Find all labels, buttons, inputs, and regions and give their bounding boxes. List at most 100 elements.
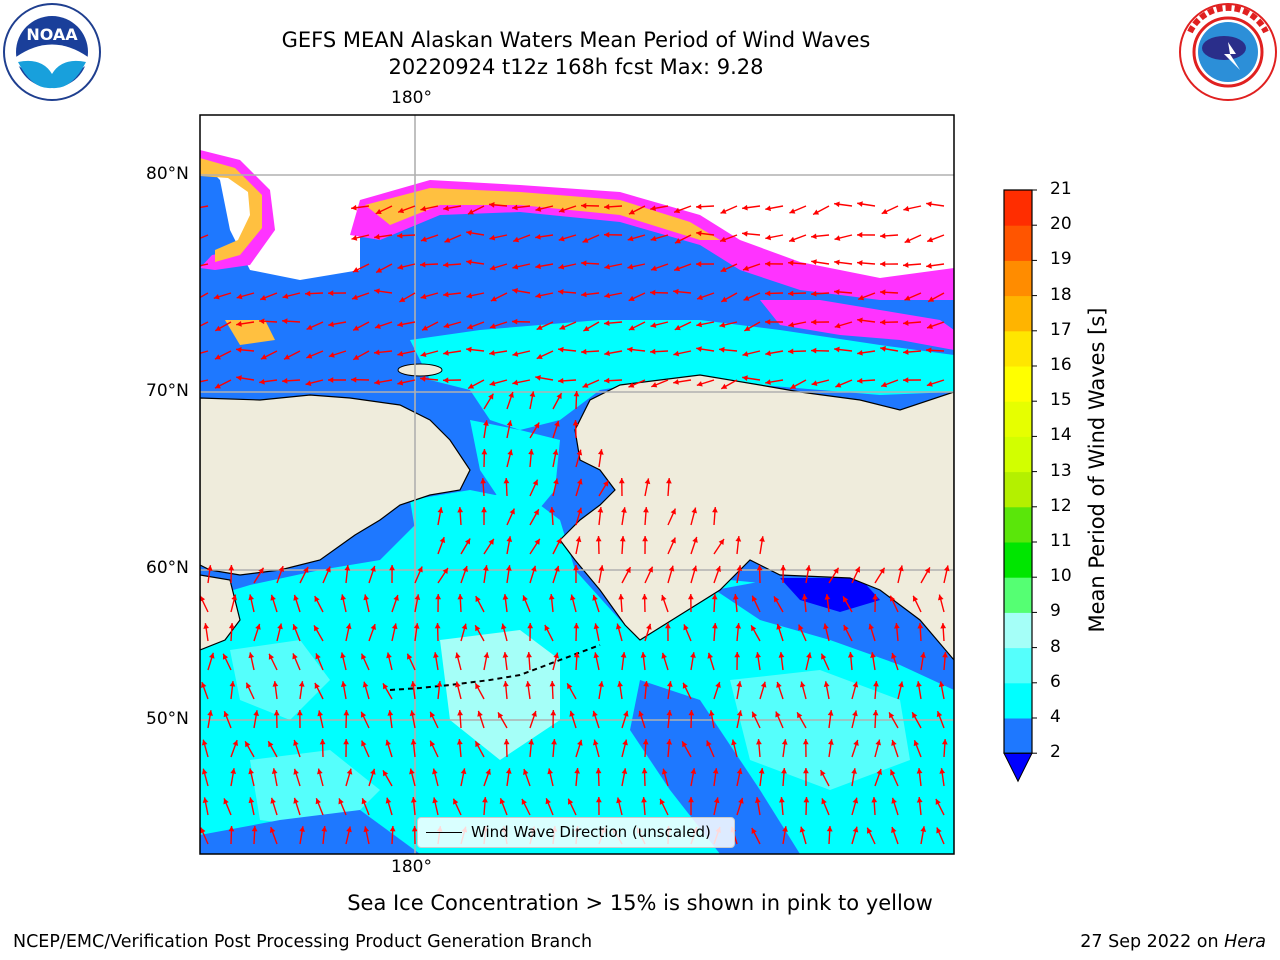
wind-wave-arrow-head: [707, 652, 713, 659]
colorbar-tick-label: 21: [1050, 179, 1072, 199]
wind-wave-arrow-head: [303, 566, 309, 573]
wind-wave-arrow-head: [215, 325, 222, 331]
wind-wave-arrow-head: [880, 346, 886, 352]
wind-wave-arrow-head: [570, 594, 576, 601]
wind-wave-arrow-head: [765, 350, 771, 357]
wind-wave-arrow-head: [627, 263, 634, 270]
wind-wave-arrow-head: [873, 681, 879, 687]
wind-wave-arrow-head: [443, 377, 449, 384]
wind-wave-arrow-head: [581, 348, 587, 355]
wind-wave-arrow-head: [712, 768, 719, 774]
wind-wave-arrow-head: [651, 382, 658, 388]
wind-wave-arrow-head: [489, 201, 495, 208]
wind-wave-arrow-head: [857, 349, 863, 356]
wind-wave-arrow-head: [533, 509, 539, 516]
footer-host: Hera: [1224, 932, 1266, 952]
wind-wave-arrow-head: [434, 623, 441, 629]
wind-wave-arrow-head: [385, 797, 392, 804]
wind-wave-arrow-head: [891, 827, 897, 833]
wind-wave-arrow-head: [360, 711, 367, 718]
wind-wave-arrow-head: [236, 375, 242, 381]
wind-wave-arrow-head: [552, 449, 559, 456]
wind-wave-arrow-head: [200, 827, 206, 834]
wind-wave-arrow-head: [573, 623, 580, 629]
wind-wave-arrow-head: [253, 710, 260, 716]
wind-wave-arrow-head: [344, 565, 351, 571]
land-st-lawrence: [397, 363, 443, 377]
wind-wave-arrow-head: [627, 235, 634, 242]
wind-wave-arrow-head: [340, 594, 347, 601]
wind-wave-arrow-head: [650, 289, 656, 296]
wind-wave-arrow-head: [569, 710, 575, 717]
wind-wave-arrow-head: [361, 798, 367, 805]
wind-wave-arrow-head: [269, 827, 276, 834]
wind-wave-arrow-head: [407, 653, 413, 660]
wind-wave-arrow-head: [413, 623, 420, 629]
wind-wave-arrow-head: [916, 797, 923, 803]
wind-wave-arrow-head: [545, 798, 551, 805]
wind-wave-arrow-head: [673, 288, 679, 295]
wind-wave-arrow-head: [857, 377, 863, 384]
wind-wave-arrow-head: [890, 595, 896, 602]
wind-wave-arrow-head: [776, 623, 782, 630]
wind-wave-arrow-head: [480, 478, 487, 484]
wind-wave-arrow-head: [935, 798, 941, 805]
wind-wave-arrow-head: [414, 594, 421, 601]
wind-wave-arrow-head: [696, 381, 703, 387]
wind-wave-arrow-head: [912, 595, 919, 602]
wind-wave-arrow-head: [526, 652, 532, 658]
wind-wave-arrow-head: [488, 538, 494, 545]
ocean-light-patch-3: [730, 670, 910, 790]
colorbar: [1003, 189, 1037, 783]
wind-wave-arrow-head: [628, 382, 635, 388]
wind-wave-arrow-head: [314, 682, 320, 689]
wind-wave-arrow-head: [490, 296, 497, 302]
wind-wave-arrow-head: [482, 797, 488, 803]
wind-wave-arrow-head: [650, 348, 656, 355]
wind-wave-arrow-head: [556, 537, 562, 544]
wind-wave-arrow-head: [483, 565, 489, 571]
wind-wave-arrow-head: [876, 769, 882, 775]
colorbar-segment: [1004, 260, 1032, 297]
wind-wave-arrow-head: [432, 797, 438, 804]
wind-wave-arrow-head: [811, 290, 817, 297]
wind-wave-arrow-head: [936, 827, 942, 834]
lon-label-bottom: 180°: [391, 857, 432, 877]
wind-wave-arrow-head: [522, 595, 528, 602]
wind-wave-arrow-head: [375, 208, 382, 215]
wind-wave-arrow-head: [268, 653, 275, 660]
wind-wave-arrow-head: [828, 739, 834, 745]
wind-wave-arrow-head: [248, 768, 254, 775]
wind-wave-arrow-head: [549, 507, 556, 513]
wind-wave-arrow-head: [361, 740, 367, 747]
wind-wave-arrow-head: [880, 319, 886, 326]
wind-wave-arrow-head: [393, 594, 399, 601]
colorbar-tick-label: 15: [1050, 390, 1072, 411]
wind-wave-arrow-head: [460, 768, 467, 775]
wind-wave-arrow-head: [475, 625, 481, 632]
wind-wave-arrow-head: [641, 768, 648, 774]
wind-wave-arrow-head: [715, 566, 721, 572]
wind-wave-arrow-head: [298, 681, 305, 687]
wind-wave-arrow-head: [732, 594, 739, 600]
wind-wave-arrow-head: [659, 798, 665, 805]
wind-wave-arrow-head: [351, 376, 357, 383]
wind-wave-arrow-head: [834, 346, 840, 353]
wind-wave-arrow-head: [525, 681, 532, 687]
wind-wave-arrow-head: [475, 683, 481, 690]
wind-wave-arrow-head: [353, 325, 360, 331]
wind-wave-arrow-head: [489, 380, 496, 387]
wind-wave-arrow-head: [802, 739, 809, 745]
lat-label-80n: 80°N: [146, 164, 189, 184]
noaa-logo: NOAA: [3, 3, 101, 101]
wind-wave-arrow-head: [370, 768, 376, 775]
wind-wave-arrow-head: [615, 623, 622, 630]
wind-wave-arrow-head: [628, 325, 635, 331]
wind-wave-arrow-head: [788, 260, 794, 266]
wind-wave-arrow-head: [317, 768, 323, 775]
wind-wave-arrow-head: [203, 623, 209, 629]
wind-wave-arrow-head: [616, 797, 622, 804]
wind-wave-arrow-head: [847, 652, 854, 658]
ocean-light-patch-4: [250, 750, 380, 830]
colorbar-tick-label: 20: [1050, 214, 1072, 235]
